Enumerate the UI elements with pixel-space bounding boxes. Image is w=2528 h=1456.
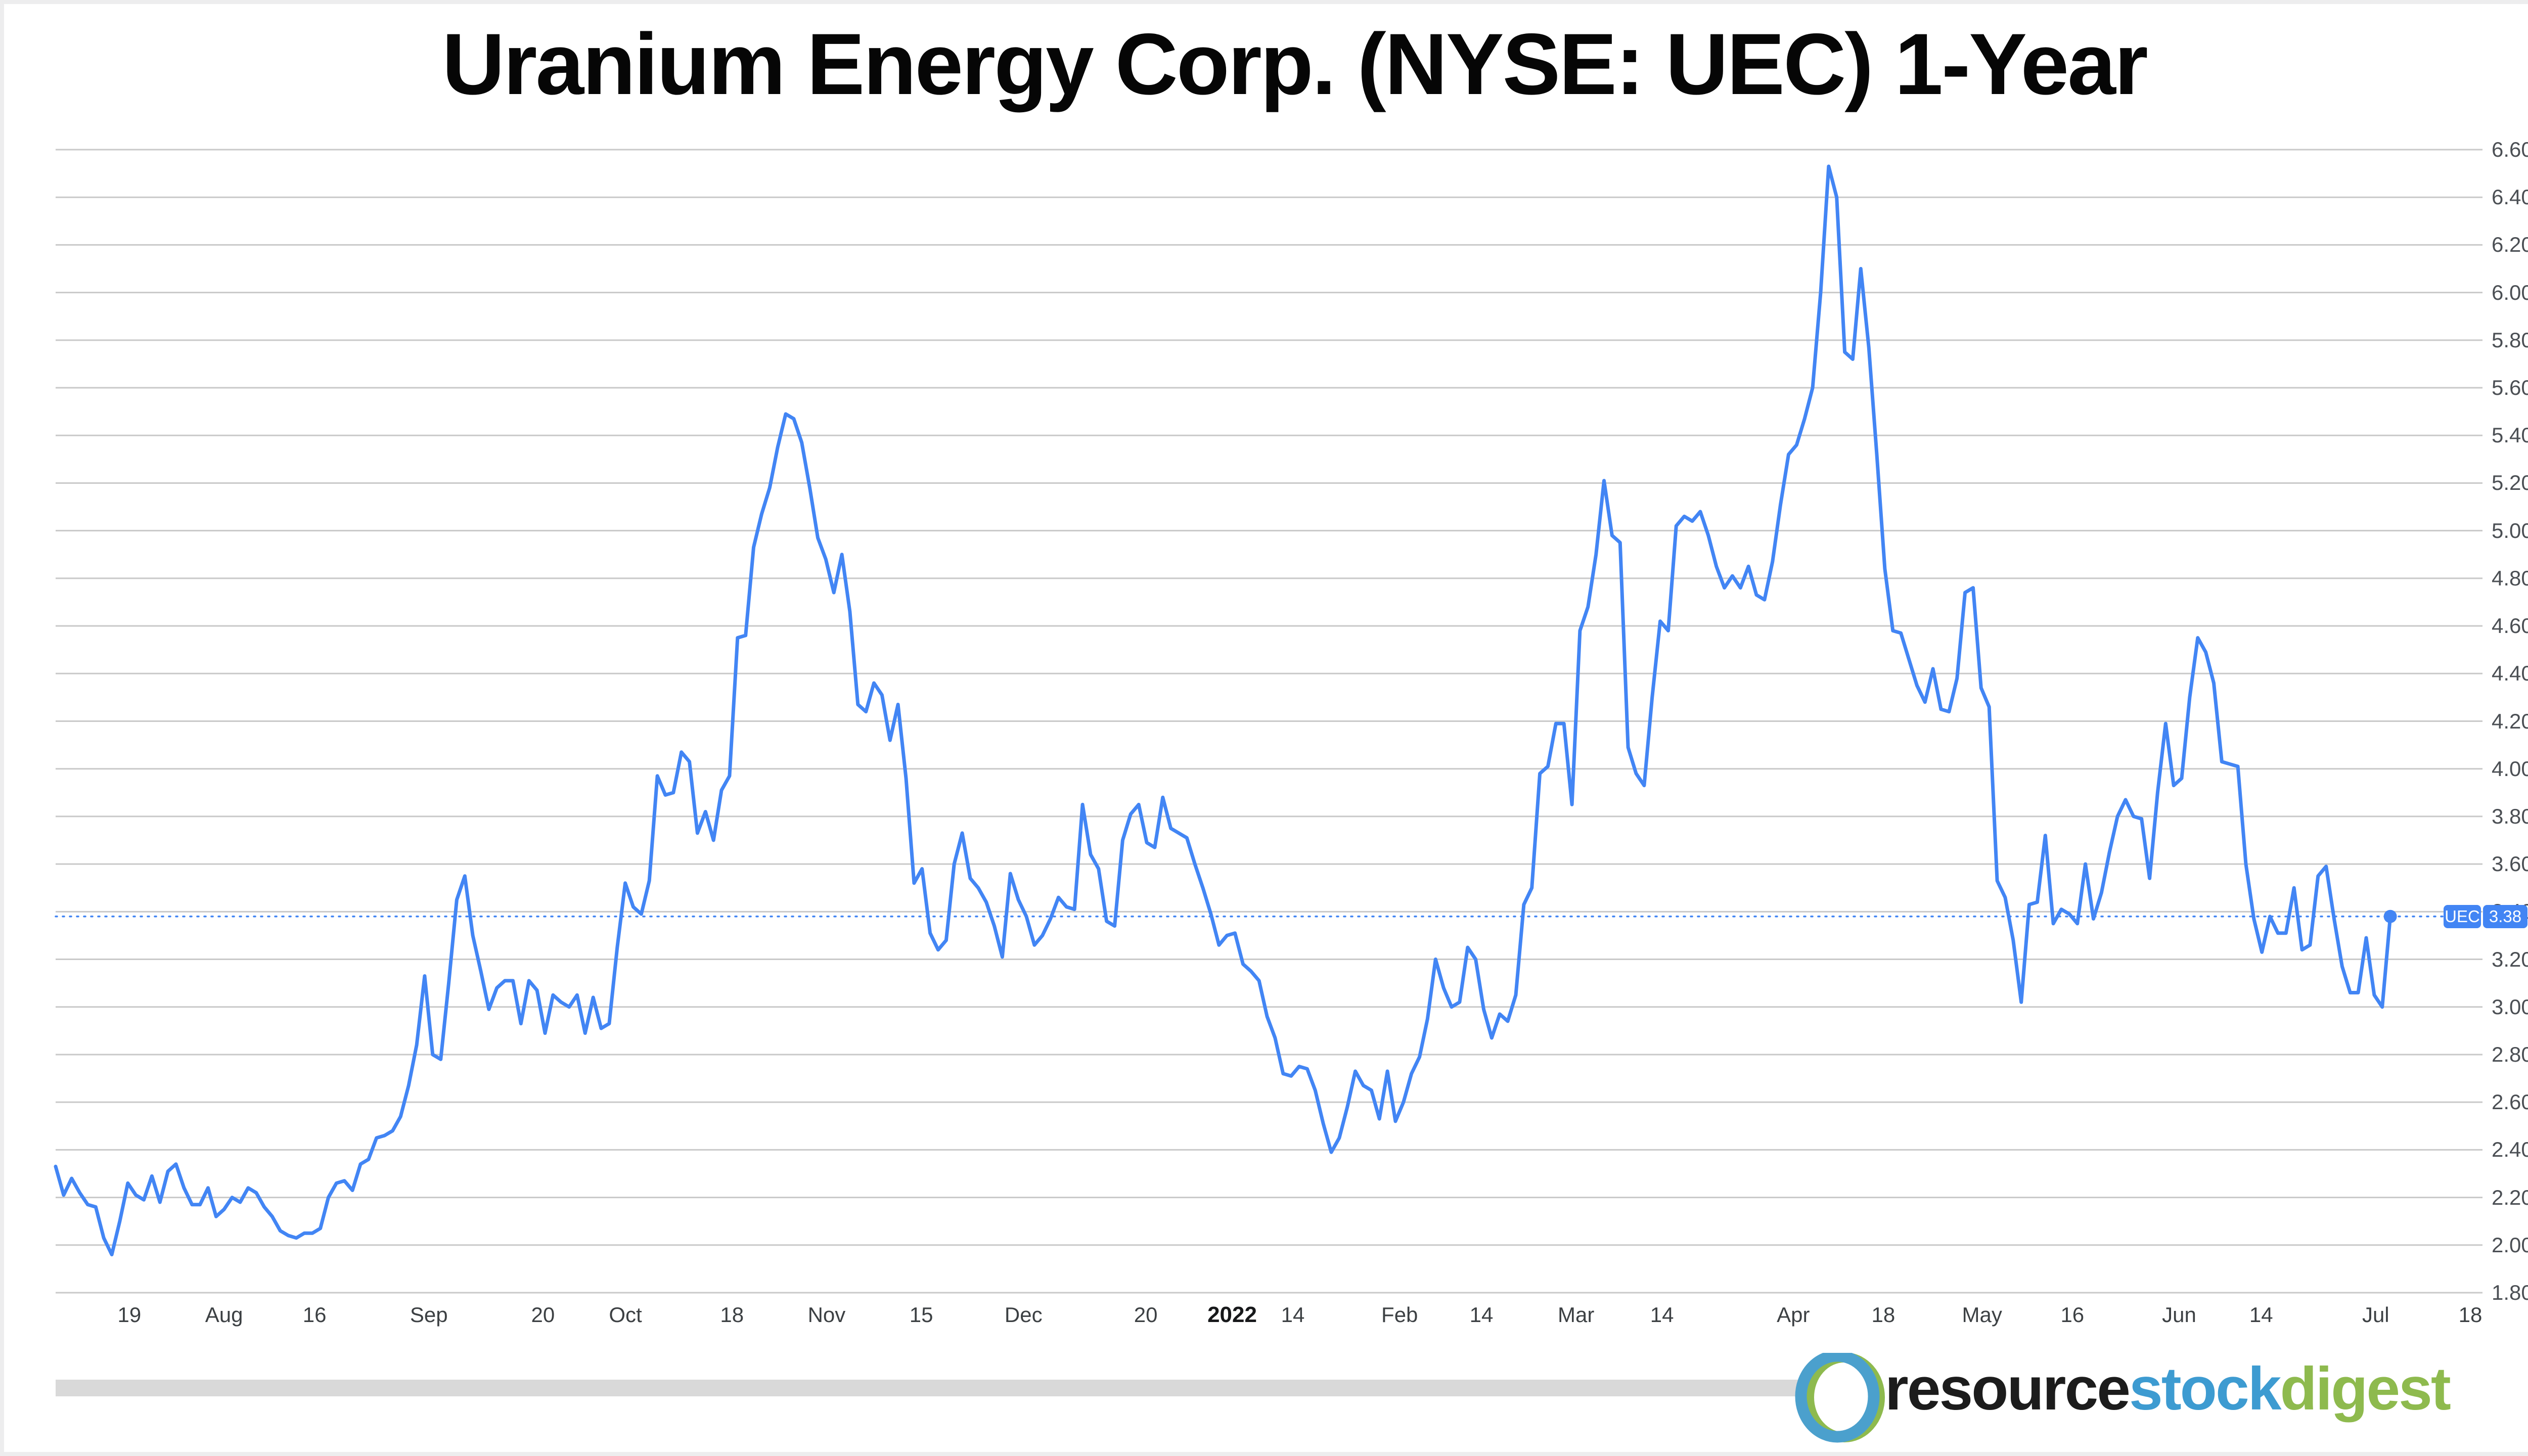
chart-title: Uranium Energy Corp. (NYSE: UEC) 1-Year	[442, 16, 2148, 113]
y-axis-label: 2.60	[2492, 1090, 2528, 1114]
x-axis-label: May	[1962, 1303, 2002, 1327]
x-axis-label: 18	[1871, 1303, 1895, 1327]
x-axis-label: 18	[720, 1303, 744, 1327]
y-axis-label: 4.60	[2492, 614, 2528, 638]
footer-divider-bar	[56, 1380, 1801, 1396]
x-axis-label: Sep	[410, 1303, 448, 1327]
y-axis-label: 5.60	[2492, 376, 2528, 400]
x-axis-label: 14	[1281, 1303, 1305, 1327]
x-axis-label: Jun	[2162, 1303, 2196, 1327]
x-axis-label: Nov	[807, 1303, 846, 1327]
y-axis-label: 6.20	[2492, 233, 2528, 257]
y-axis-label: 4.40	[2492, 661, 2528, 686]
x-axis-label: 14	[1469, 1303, 1494, 1327]
y-axis-label: 5.20	[2492, 471, 2528, 495]
logo-word-stock: stock	[2129, 1355, 2281, 1423]
x-axis-label: 14	[1650, 1303, 1674, 1327]
y-axis-label: 1.80	[2492, 1281, 2528, 1304]
price-chart-svg[interactable]	[54, 149, 2482, 1294]
y-axis-label: 6.60	[2492, 138, 2528, 161]
y-axis-label: 5.40	[2492, 423, 2528, 447]
x-axis-label: 16	[302, 1303, 327, 1327]
y-axis-label: 4.20	[2492, 709, 2528, 733]
y-axis-label: 3.80	[2492, 804, 2528, 828]
price-line	[54, 164, 2392, 1257]
logo-word-resource: resource	[1885, 1355, 2131, 1423]
x-axis-label: 18	[2458, 1303, 2482, 1327]
resourcestockdigest-logo-text: resourcestockdigest	[1885, 1351, 2451, 1427]
y-axis-label: 5.80	[2492, 328, 2528, 352]
y-axis-label: 3.60	[2492, 852, 2528, 876]
y-axis-label: 2.20	[2492, 1185, 2528, 1209]
y-axis-label: 2.00	[2492, 1233, 2528, 1257]
x-axis-label: 19	[117, 1303, 142, 1327]
y-axis-label: 6.00	[2492, 280, 2528, 304]
current-price-badge: 3.38	[2483, 905, 2527, 928]
resourcestockdigest-logo-icon	[1795, 1353, 1885, 1443]
x-axis-label: 14	[2249, 1303, 2273, 1327]
y-axis-label: 6.40	[2492, 185, 2528, 209]
logo-word-digest: digest	[2280, 1355, 2451, 1423]
x-axis-label: 15	[909, 1303, 933, 1327]
x-axis-label: Aug	[205, 1303, 243, 1327]
endpoint-marker	[2383, 909, 2397, 923]
x-axis-label: 20	[531, 1303, 555, 1327]
y-axis-label: 2.40	[2492, 1138, 2528, 1162]
y-axis-label: 2.80	[2492, 1042, 2528, 1066]
y-axis-label: 4.00	[2492, 756, 2528, 781]
price-chart[interactable]	[54, 149, 2482, 1294]
y-axis-label: 4.80	[2492, 566, 2528, 590]
y-axis-label: 3.00	[2492, 994, 2528, 1019]
x-axis-label: 20	[1134, 1303, 1158, 1327]
ticker-badge: UEC	[2444, 905, 2481, 928]
x-axis-label: Oct	[609, 1303, 642, 1327]
x-axis-label: 16	[2060, 1303, 2085, 1327]
x-axis-label: Apr	[1777, 1303, 1810, 1327]
y-axis-label: 3.20	[2492, 947, 2528, 971]
x-axis-label: Dec	[1004, 1303, 1043, 1327]
x-axis-label: 2022	[1207, 1302, 1257, 1327]
y-axis-label: 5.00	[2492, 518, 2528, 542]
x-axis-label: Feb	[1381, 1303, 1418, 1327]
x-axis-label: Jul	[2362, 1303, 2389, 1327]
x-axis-label: Mar	[1558, 1303, 1595, 1327]
